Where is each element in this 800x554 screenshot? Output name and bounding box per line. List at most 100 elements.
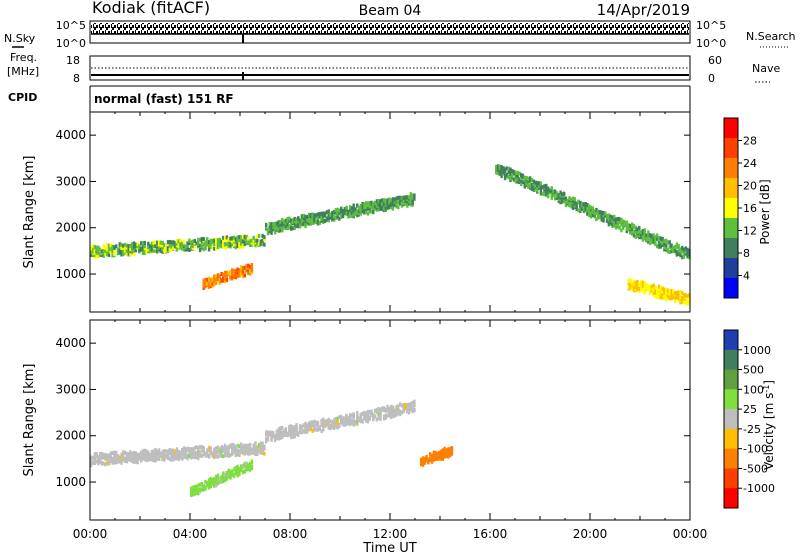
echo-cell	[611, 218, 614, 223]
echo-cell	[650, 284, 654, 289]
echo-cell	[411, 193, 414, 198]
echo-cell	[225, 244, 229, 249]
echo-cell	[320, 214, 323, 219]
echo-cell	[512, 177, 516, 182]
echo-cell	[286, 431, 289, 436]
echo-cell	[218, 476, 221, 481]
echo-cell	[336, 425, 339, 430]
echo-cell	[365, 209, 368, 214]
echo-cell	[632, 230, 636, 235]
echo-cell	[670, 296, 673, 301]
echo-cell	[190, 455, 193, 460]
echo-cell	[211, 481, 214, 485]
echo-cell	[668, 294, 671, 299]
echo-cell	[438, 451, 441, 456]
echo-cell	[290, 435, 293, 440]
echo-cell	[420, 460, 423, 465]
echo-cell	[656, 291, 659, 296]
echo-cell	[161, 456, 164, 461]
echo-cell	[441, 453, 445, 457]
echo-cell	[502, 170, 505, 174]
echo-cell	[191, 243, 195, 248]
echo-cell	[659, 239, 662, 244]
echo-cell	[356, 209, 359, 213]
echo-cell	[509, 178, 512, 183]
echo-cell	[190, 452, 193, 457]
echo-cell	[657, 239, 661, 244]
echo-cell	[623, 220, 627, 225]
echo-cell	[365, 201, 368, 206]
echo-cell	[300, 214, 304, 219]
echo-cell	[143, 448, 146, 453]
echo-cell	[254, 452, 257, 457]
echo-cell	[512, 169, 516, 174]
echo-cell	[652, 239, 655, 244]
echo-cell	[316, 424, 320, 429]
echo-cell	[232, 238, 236, 242]
echo-cell	[654, 242, 657, 247]
echo-cell	[638, 282, 641, 287]
echo-cell	[216, 241, 220, 246]
echo-cell	[236, 244, 239, 248]
echo-cell	[439, 453, 443, 458]
freq-label: Freq.	[10, 51, 37, 64]
echo-cell	[248, 271, 252, 276]
echo-cell	[397, 205, 400, 210]
echo-cell	[536, 188, 539, 193]
echo-cell	[172, 457, 175, 462]
echo-cell	[311, 428, 314, 433]
echo-cell	[277, 427, 280, 432]
echo-cell	[143, 452, 146, 456]
echo-cell	[109, 243, 112, 248]
echo-cell	[127, 247, 130, 252]
colorbar-swatch	[724, 468, 738, 489]
echo-cell	[661, 286, 664, 291]
echo-cell	[118, 459, 121, 464]
echo-cell	[220, 475, 223, 480]
colorbar-swatch	[724, 409, 738, 430]
echo-cell	[361, 411, 364, 416]
echo-cell	[209, 238, 212, 243]
echo-cell	[127, 249, 130, 254]
echo-cell	[186, 247, 189, 252]
echo-cell	[668, 243, 671, 247]
echo-cell	[116, 454, 120, 459]
echo-cell	[256, 234, 259, 239]
echo-cell	[227, 243, 230, 248]
echo-cell	[300, 424, 304, 429]
echo-cell	[650, 233, 653, 238]
echo-cell	[215, 240, 218, 245]
echo-cell	[564, 196, 568, 201]
echo-cell	[382, 206, 386, 211]
echo-cell	[134, 248, 137, 253]
echo-cell	[222, 471, 225, 476]
echo-cell	[365, 205, 368, 210]
echo-cell	[622, 224, 625, 228]
echo-cell	[682, 247, 686, 252]
echo-cell	[546, 193, 550, 198]
echo-cell	[352, 207, 355, 212]
echo-cell	[548, 188, 552, 193]
echo-cell	[629, 223, 632, 228]
echo-cell	[216, 276, 220, 281]
echo-cell	[377, 415, 380, 420]
echo-cell	[156, 242, 159, 247]
echo-cell	[313, 424, 316, 429]
echo-cell	[514, 170, 518, 175]
echo-cell	[188, 238, 191, 243]
echo-cell	[686, 294, 689, 299]
echo-cell	[602, 211, 605, 215]
echo-cell	[213, 278, 216, 283]
echo-cell	[677, 247, 680, 252]
echo-cell	[372, 413, 375, 418]
echo-cell	[191, 239, 195, 244]
echo-cell	[215, 280, 218, 285]
echo-cell	[238, 453, 241, 458]
echo-cell	[616, 217, 620, 221]
echo-cell	[204, 283, 207, 288]
echo-cell	[539, 191, 543, 196]
echo-cell	[163, 243, 166, 248]
echo-cell	[184, 452, 187, 457]
echo-cell	[247, 463, 250, 468]
echo-cell	[340, 213, 343, 218]
